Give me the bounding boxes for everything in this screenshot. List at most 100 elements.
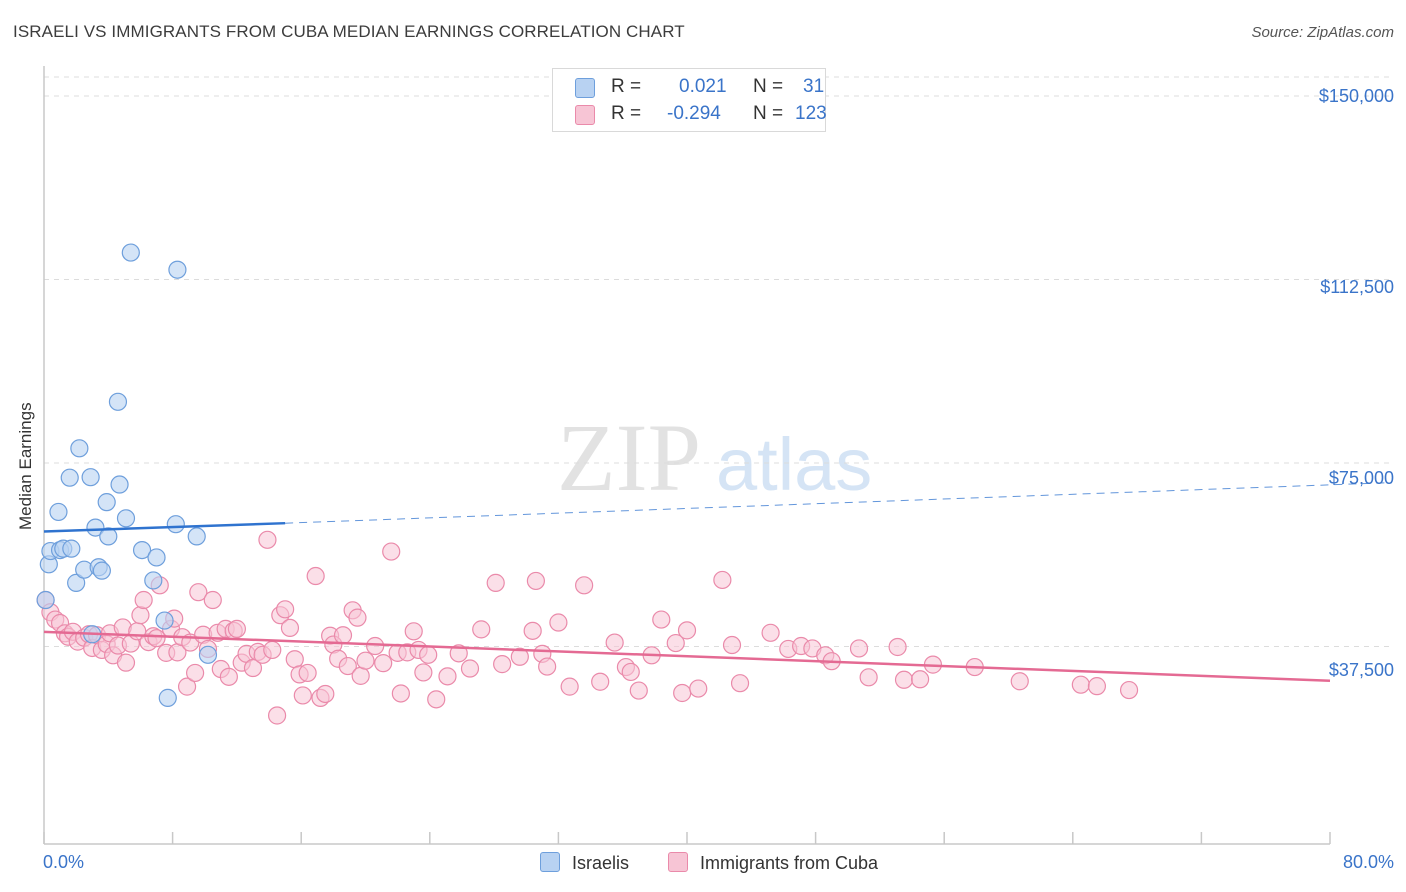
legend-r-value: -0.294 — [667, 103, 721, 124]
israelis-point — [144, 571, 163, 590]
trend-lines — [43, 482, 1393, 683]
cuba-point — [689, 679, 708, 698]
cuba-point — [419, 645, 438, 664]
cuba-point — [472, 620, 491, 639]
israelis-point — [155, 611, 174, 630]
israelis-point — [70, 439, 89, 458]
cuba-point — [666, 633, 685, 653]
cuba-point — [134, 590, 153, 610]
source-label: Source: ZipAtlas.com — [1251, 24, 1394, 41]
y-tick-label: $75,000 — [1328, 468, 1394, 488]
israelis-point — [86, 518, 105, 537]
cuba-point — [189, 583, 208, 602]
cuba-point — [404, 622, 423, 641]
cuba-point — [859, 668, 878, 687]
y-tick-label: $112,500 — [1320, 277, 1394, 297]
israelis-points — [36, 243, 218, 707]
cuba-point — [1087, 677, 1107, 696]
israelis-point — [97, 493, 116, 512]
cuba-point — [203, 590, 222, 610]
israelis-point — [158, 688, 177, 707]
gridlines — [44, 76, 1392, 647]
israelis-trend-extension — [285, 482, 1393, 524]
cuba-point — [348, 608, 367, 627]
cuba-point — [285, 650, 304, 669]
israelis-point — [108, 392, 128, 411]
watermark: ZIP atlas — [557, 404, 872, 511]
chart-title: ISRAELI VS IMMIGRANTS FROM CUBA MEDIAN E… — [13, 22, 685, 41]
cuba-point — [263, 640, 282, 660]
cuba-point — [761, 623, 780, 642]
israelis-point — [168, 260, 187, 279]
cuba-point — [560, 677, 579, 696]
cuba-point — [652, 610, 671, 629]
legend-r-label: R = — [611, 76, 642, 97]
israelis-point — [110, 475, 129, 494]
cuba-point — [391, 684, 410, 703]
legend-r-label: R = — [611, 103, 642, 124]
cuba-point — [366, 636, 385, 656]
legend-n-value: 31 — [803, 76, 825, 97]
israelis-point — [36, 590, 55, 610]
stats-legend: R = 0.021 N = 31 R = -0.294 N = 123 — [552, 68, 827, 132]
cuba-point — [227, 619, 246, 638]
israelis-trend-line — [43, 521, 286, 533]
cuba-point — [177, 677, 197, 696]
cuba-point — [258, 530, 277, 549]
cuba-point — [486, 573, 505, 592]
y-tick-label: $37,500 — [1328, 660, 1394, 680]
israelis-point — [166, 515, 185, 534]
axes — [43, 66, 1331, 845]
cuba-point — [629, 681, 648, 700]
cuba-point — [267, 706, 287, 725]
cuba-point — [538, 657, 557, 676]
y-tick-label: $150,000 — [1318, 86, 1394, 106]
cuba-point — [186, 663, 205, 683]
cuba-point — [351, 666, 370, 685]
israelis-point — [92, 561, 111, 580]
israelis-point — [187, 527, 206, 546]
cuba-point — [591, 672, 610, 691]
x-tick-label-min: 0.0% — [43, 852, 85, 872]
series-label-israelis: Israelis — [572, 853, 630, 873]
watermark-zip: ZIP — [557, 404, 701, 511]
cuba-point — [621, 662, 640, 682]
cuba-point — [147, 629, 166, 648]
legend-n-label: N = — [753, 103, 784, 124]
cuba-point — [306, 566, 325, 586]
israelis-point — [67, 573, 86, 592]
cuba-point — [888, 637, 907, 657]
cuba-point — [414, 663, 433, 682]
x-tick-label-max: 80.0% — [1342, 852, 1394, 872]
cuba-point — [849, 639, 869, 658]
cuba-point — [280, 618, 300, 638]
series-legend-israelis: Israelis — [540, 852, 629, 874]
cuba-point — [427, 690, 446, 709]
cuba-point — [910, 670, 930, 689]
legend-swatch-israelis — [575, 78, 595, 98]
cuba-point — [382, 542, 401, 561]
cuba-point — [894, 670, 914, 689]
cuba-point — [575, 576, 594, 595]
cuba-point — [116, 653, 136, 672]
cuba-point — [673, 683, 692, 703]
cuba-point — [713, 570, 732, 590]
israelis-point — [132, 541, 152, 560]
israelis-point — [62, 539, 81, 558]
cuba-point — [298, 663, 317, 683]
cuba-point — [1119, 680, 1139, 700]
cuba-point — [131, 606, 150, 625]
cuba-point — [1071, 675, 1090, 694]
cuba-point — [493, 655, 512, 674]
cuba-point — [316, 684, 335, 704]
israelis-point — [198, 645, 218, 664]
israelis-point — [99, 527, 118, 546]
cuba-point — [722, 635, 742, 655]
cuba-point — [333, 626, 353, 645]
series-swatch-israelis — [540, 852, 560, 872]
cuba-points — [36, 530, 1139, 725]
cuba-point — [338, 656, 357, 676]
cuba-point — [526, 571, 545, 591]
israelis-point — [147, 548, 166, 567]
legend-swatch-cuba — [575, 105, 595, 125]
